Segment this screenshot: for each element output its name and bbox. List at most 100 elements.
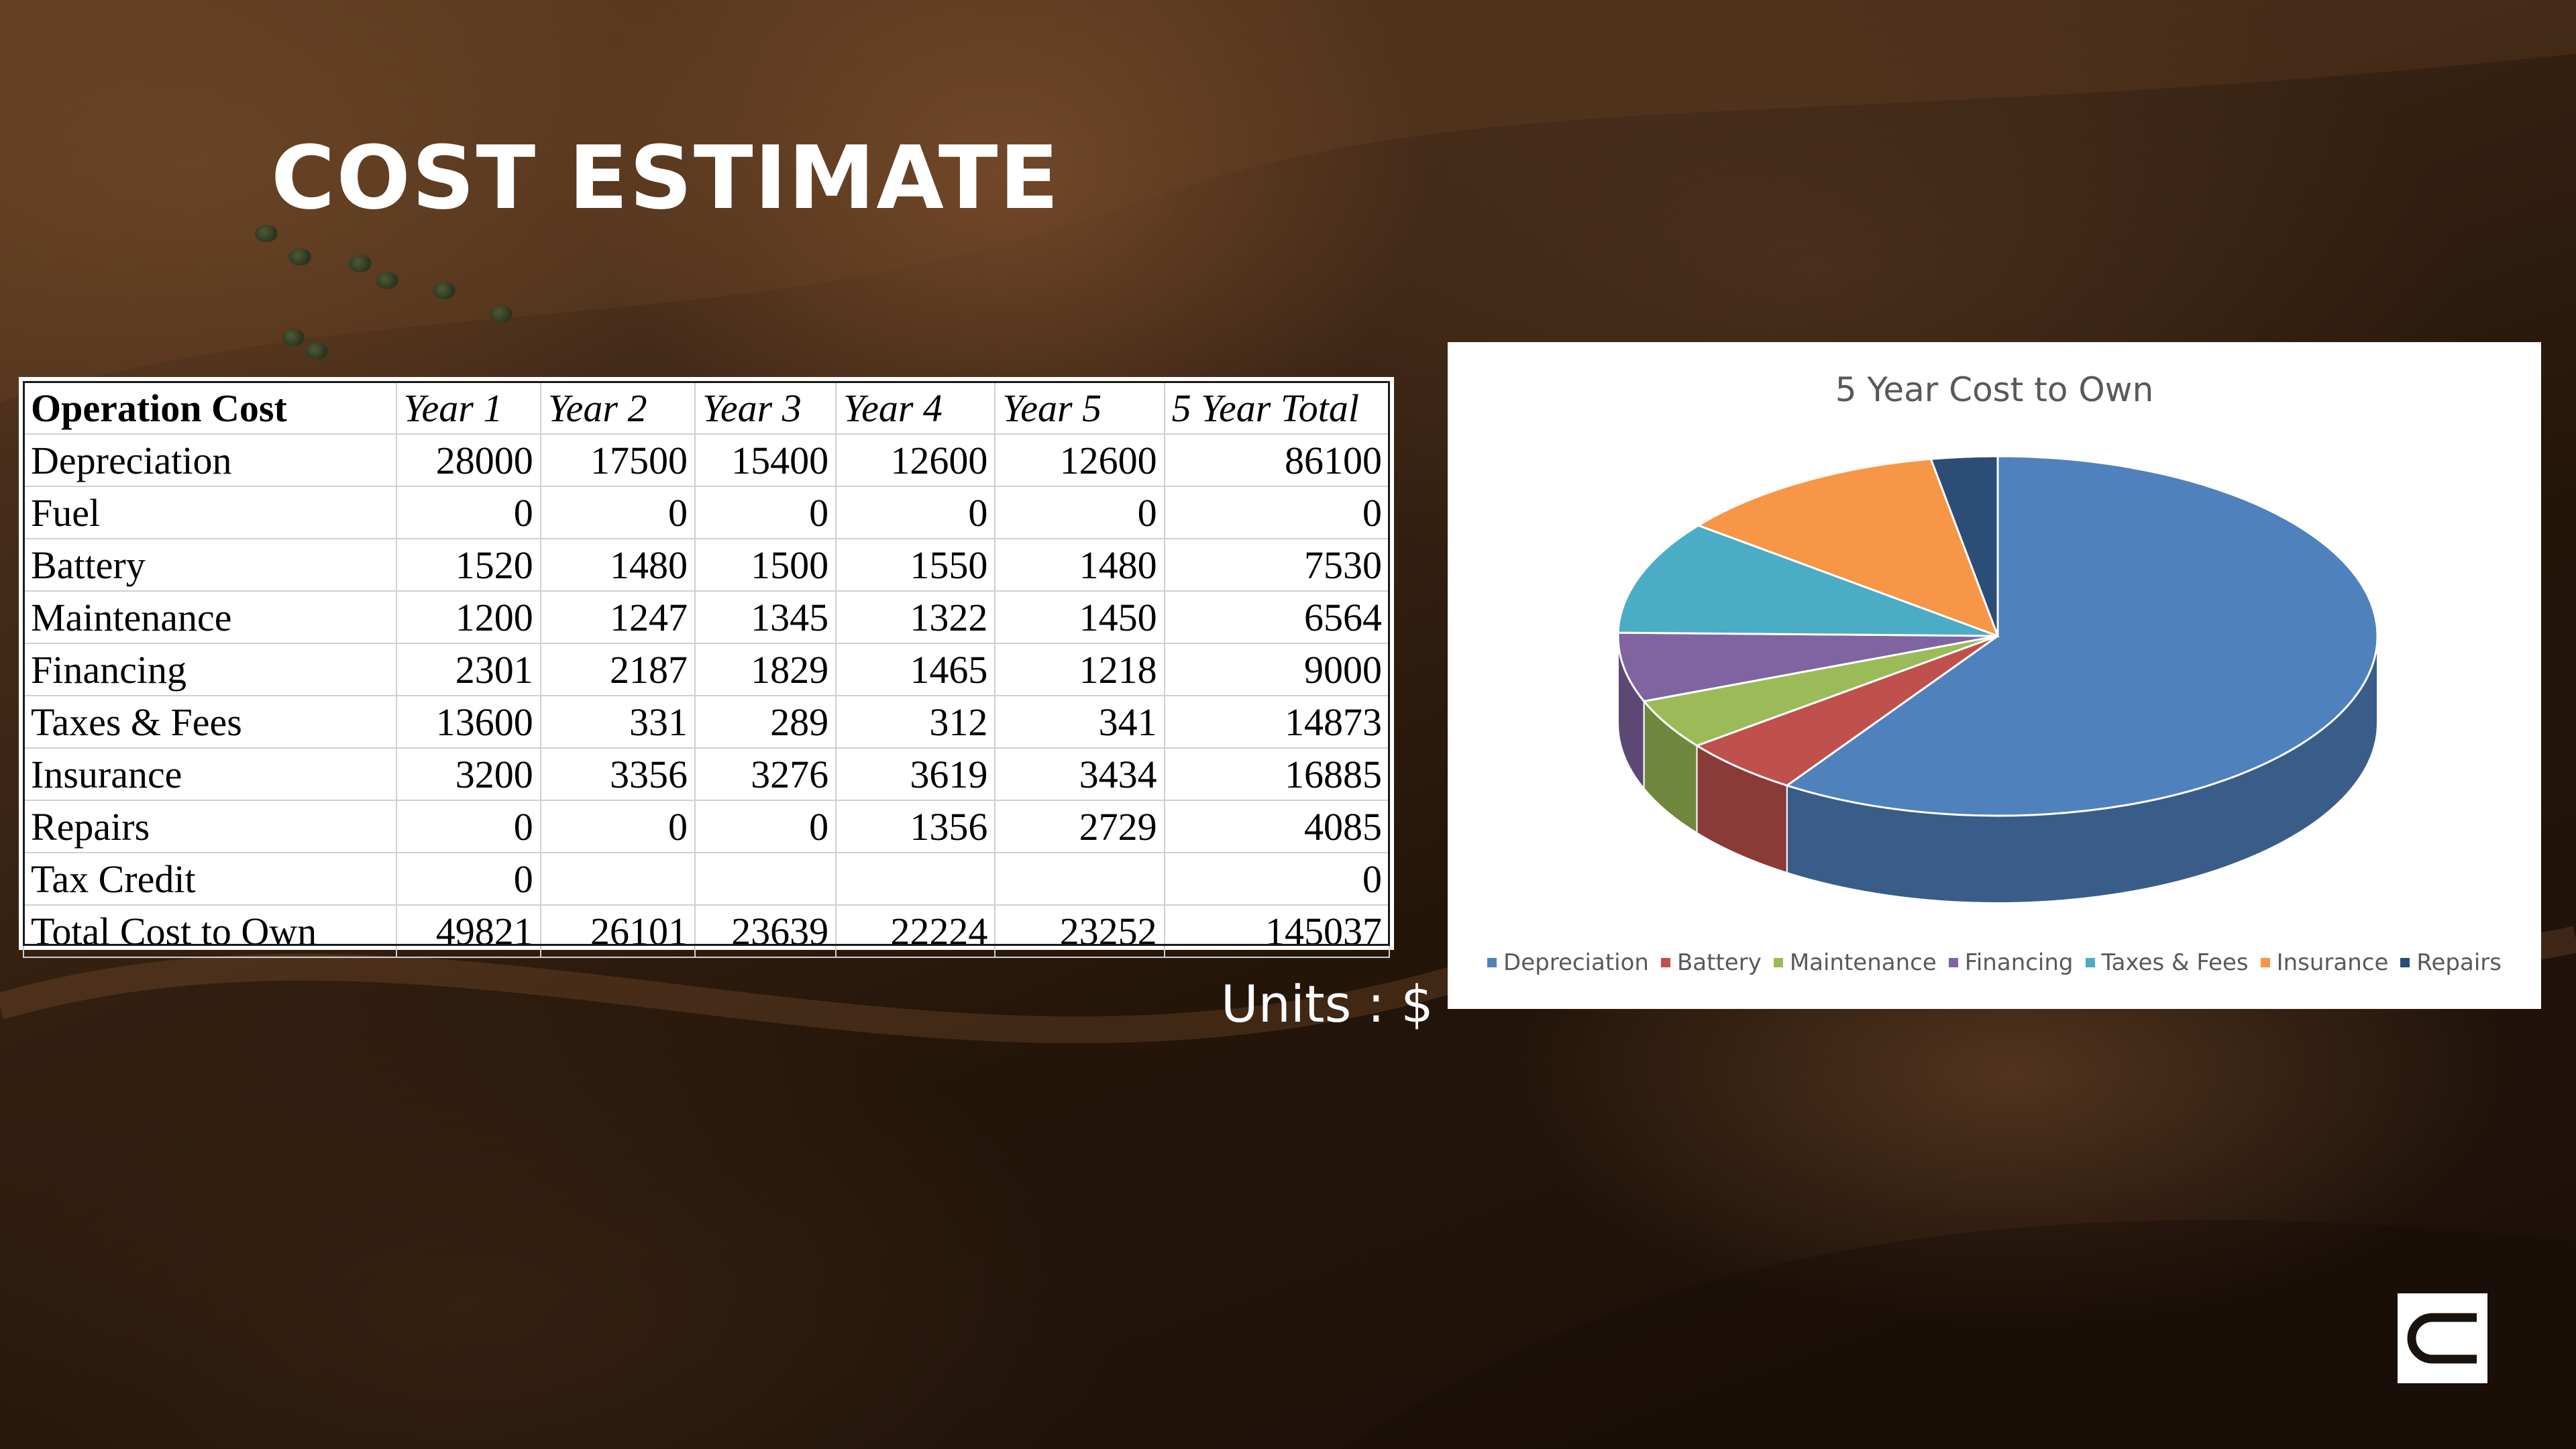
- pie-slice-maintenance: [1642, 635, 1998, 747]
- brand-logo-icon: [2398, 1293, 2487, 1383]
- pie-chart-panel: 5 Year Cost to Own Depreciation Battery Ma…: [1448, 342, 2541, 1009]
- legend-item-maintenance: Maintenance: [1773, 949, 1937, 976]
- table-cell: 1218: [994, 643, 1165, 696]
- legend-swatch: [2085, 958, 2095, 967]
- table-cell: 1829: [694, 643, 837, 696]
- table-row-total: Total Cost to Own 49821 26101 23639 2222…: [23, 904, 1391, 958]
- table-cell: 0: [395, 800, 541, 853]
- legend-label: Insurance: [2276, 949, 2389, 976]
- table-cell: 0: [1163, 852, 1391, 906]
- legend-swatch: [1660, 958, 1670, 967]
- table-cell: 2301: [395, 643, 541, 696]
- pie-slice-depreciation: [1784, 455, 2379, 817]
- pie-slice-battery: [1695, 635, 1998, 787]
- legend-swatch: [1773, 958, 1783, 967]
- row-label: Repairs: [23, 800, 397, 853]
- table-header-row: Operation Cost Year 1 Year 2 Year 3 Year…: [23, 381, 1391, 435]
- legend-item-insurance: Insurance: [2260, 949, 2389, 976]
- column-header-year-1: Year 1: [395, 381, 541, 435]
- row-label: Financing: [23, 643, 397, 696]
- table-cell: [694, 852, 837, 906]
- legend-swatch: [1948, 958, 1958, 967]
- table-row: Maintenance 1200 1247 1345 1322 1450 656…: [23, 590, 1391, 644]
- legend-label: Financing: [1964, 949, 2074, 976]
- table-row: Financing 2301 2187 1829 1465 1218 9000: [23, 643, 1391, 696]
- table-cell: 1480: [994, 538, 1165, 592]
- table-cell: 1345: [694, 590, 837, 644]
- table-cell: 312: [835, 695, 996, 749]
- table-cell: 16885: [1163, 747, 1391, 801]
- table-row: Depreciation 28000 17500 15400 12600 126…: [23, 433, 1391, 487]
- table-cell: 3619: [835, 747, 996, 801]
- table-cell: 14873: [1163, 695, 1391, 749]
- chart-legend: Depreciation Battery Maintenance Financing T…: [1448, 949, 2541, 976]
- slide-title: COST ESTIMATE: [271, 127, 1061, 229]
- table-cell: 0: [395, 486, 541, 539]
- table-row: Tax Credit 0 0: [23, 852, 1391, 906]
- legend-label: Maintenance: [1789, 949, 1937, 976]
- table-cell: 86100: [1163, 433, 1391, 487]
- table-cell: 1550: [835, 538, 996, 592]
- legend-swatch: [2400, 958, 2410, 967]
- legend-item-financing: Financing: [1948, 949, 2074, 976]
- table-cell: 0: [694, 486, 837, 539]
- table-cell: 1465: [835, 643, 996, 696]
- column-header-5-year-total: 5 Year Total: [1163, 381, 1391, 435]
- legend-swatch: [1487, 958, 1497, 967]
- shrub-decoration: [376, 272, 398, 289]
- table-cell: 3356: [539, 747, 696, 801]
- table-cell: [994, 852, 1165, 906]
- shrub-decoration: [288, 248, 311, 266]
- column-header-year-2: Year 2: [539, 381, 696, 435]
- shrub-decoration: [255, 225, 278, 242]
- row-label: Depreciation: [23, 433, 397, 487]
- shrub-decoration: [282, 329, 305, 346]
- legend-label: Depreciation: [1503, 949, 1649, 976]
- legend-item-repairs: Repairs: [2400, 949, 2502, 976]
- pie-slice-financing: [1617, 631, 1998, 703]
- legend-label: Repairs: [2416, 949, 2502, 976]
- row-label: Fuel: [23, 486, 397, 539]
- table-cell: 7530: [1163, 538, 1391, 592]
- pie-slice-insurance: [1696, 458, 2000, 638]
- table-cell: 1520: [395, 538, 541, 592]
- table-row: Battery 1520 1480 1500 1550 1480 7530: [23, 538, 1391, 592]
- table-cell: 13600: [395, 695, 541, 749]
- table-row: Repairs 0 0 0 1356 2729 4085: [23, 800, 1391, 853]
- table-cell: 26101: [539, 904, 696, 958]
- legend-label: Battery: [1676, 949, 1762, 976]
- column-header-year-5: Year 5: [994, 381, 1165, 435]
- table-cell: 1500: [694, 538, 837, 592]
- table-cell: 1322: [835, 590, 996, 644]
- table-cell: 6564: [1163, 590, 1391, 644]
- table-cell: 1480: [539, 538, 696, 592]
- pie-chart: [1617, 455, 2379, 904]
- table-cell: [539, 852, 696, 906]
- shrub-decoration: [490, 305, 513, 323]
- shrub-decoration: [433, 282, 455, 299]
- pie-slice-taxes-fees: [1617, 524, 1998, 637]
- table-cell: 23639: [694, 904, 837, 958]
- table-cell: 4085: [1163, 800, 1391, 853]
- column-header-year-3: Year 3: [694, 381, 837, 435]
- table-cell: 2187: [539, 643, 696, 696]
- cost-table-container: Operation Cost Year 1 Year 2 Year 3 Year…: [19, 377, 1394, 958]
- table-cell: 0: [539, 486, 696, 539]
- table-cell: 22224: [835, 904, 996, 958]
- row-label: Tax Credit: [23, 852, 397, 906]
- table-cell: 145037: [1163, 904, 1391, 958]
- chart-title: 5 Year Cost to Own: [1835, 370, 2154, 409]
- table-cell: 1247: [539, 590, 696, 644]
- table-cell: 17500: [539, 433, 696, 487]
- table-cell: 9000: [1163, 643, 1391, 696]
- row-label: Insurance: [23, 747, 397, 801]
- table-cell: 0: [1163, 486, 1391, 539]
- cost-table: Operation Cost Year 1 Year 2 Year 3 Year…: [23, 381, 1391, 958]
- table-cell: 0: [539, 800, 696, 853]
- row-label: Taxes & Fees: [23, 695, 397, 749]
- units-note: Units : $: [1221, 974, 1434, 1034]
- table-cell: 1200: [395, 590, 541, 644]
- table-cell: 12600: [994, 433, 1165, 487]
- table-cell: 15400: [694, 433, 837, 487]
- table-cell: 23252: [994, 904, 1165, 958]
